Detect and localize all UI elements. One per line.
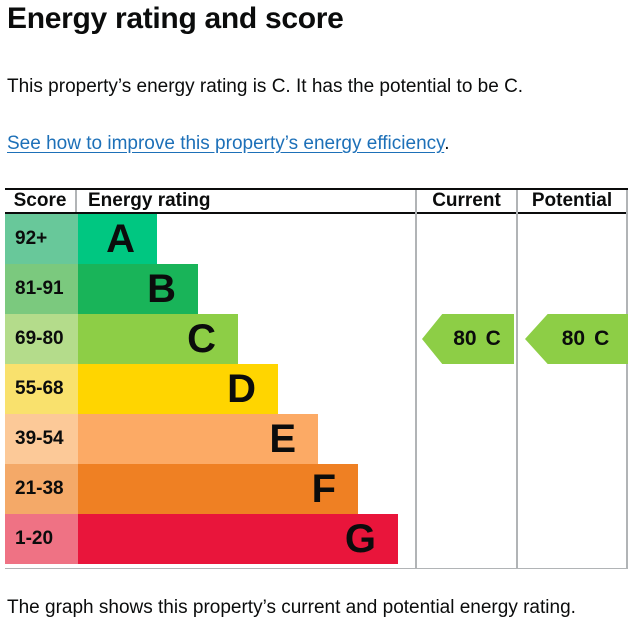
improve-efficiency-link[interactable]: See how to improve this property’s energ… bbox=[7, 133, 445, 154]
score-range-c: 69-80 bbox=[5, 314, 78, 364]
chart-right-border bbox=[626, 190, 628, 569]
score-column-divider bbox=[75, 190, 77, 212]
current-rating-band: C bbox=[485, 327, 501, 350]
potential-rating-arrow: 80 C bbox=[525, 314, 628, 364]
band-letter-f: F bbox=[311, 467, 336, 511]
chart-caption: The graph shows this property’s current … bbox=[7, 597, 576, 618]
band-bar-a: A bbox=[78, 214, 157, 264]
band-row-a: 92+ A bbox=[5, 214, 628, 264]
link-period: . bbox=[444, 133, 450, 154]
band-row-e: 39-54 E bbox=[5, 414, 628, 464]
header-potential: Potential bbox=[531, 190, 613, 211]
energy-rating-summary: This property’s energy rating is C. It h… bbox=[7, 76, 524, 97]
header-bottom-border bbox=[5, 212, 628, 214]
band-row-g: 1-20 G bbox=[5, 514, 628, 564]
score-range-b: 81-91 bbox=[5, 264, 78, 314]
band-row-d: 55-68 D bbox=[5, 364, 628, 414]
band-bar-g: G bbox=[78, 514, 398, 564]
score-range-e: 39-54 bbox=[5, 414, 78, 464]
potential-column-divider bbox=[516, 190, 518, 569]
score-range-g: 1-20 bbox=[5, 514, 78, 564]
band-letter-b: B bbox=[147, 267, 176, 311]
band-bar-e: E bbox=[78, 414, 318, 464]
band-letter-d: D bbox=[227, 367, 256, 411]
potential-rating-band: C bbox=[594, 327, 610, 350]
current-column-divider bbox=[415, 190, 417, 569]
potential-rating-value: 80 bbox=[561, 327, 586, 350]
chart-bottom-border bbox=[5, 568, 628, 569]
band-bar-c: C bbox=[78, 314, 238, 364]
chart-top-border bbox=[5, 188, 628, 190]
page-title: Energy rating and score bbox=[7, 2, 344, 35]
rating-bands: 92+ A 81-91 B 69-80 C 55-68 D 39-54 E 21… bbox=[5, 214, 628, 564]
header-energy-rating: Energy rating bbox=[88, 190, 211, 211]
band-row-c: 69-80 C bbox=[5, 314, 628, 364]
improve-link-line: See how to improve this property’s energ… bbox=[7, 133, 450, 155]
current-rating-value: 80 bbox=[453, 327, 477, 350]
band-letter-e: E bbox=[269, 417, 296, 461]
header-score: Score bbox=[13, 190, 67, 211]
band-letter-g: G bbox=[344, 517, 376, 561]
band-bar-f: F bbox=[78, 464, 358, 514]
score-range-d: 55-68 bbox=[5, 364, 78, 414]
energy-rating-chart: Score Energy rating Current Potential 92… bbox=[5, 188, 628, 571]
band-row-f: 21-38 F bbox=[5, 464, 628, 514]
band-bar-d: D bbox=[78, 364, 278, 414]
band-letter-c: C bbox=[187, 317, 216, 361]
current-rating-arrow: 80 C bbox=[422, 314, 514, 364]
band-row-b: 81-91 B bbox=[5, 264, 628, 314]
score-range-f: 21-38 bbox=[5, 464, 78, 514]
band-letter-a: A bbox=[106, 217, 135, 261]
header-current: Current bbox=[432, 190, 501, 211]
band-bar-b: B bbox=[78, 264, 198, 314]
score-range-a: 92+ bbox=[5, 214, 78, 264]
